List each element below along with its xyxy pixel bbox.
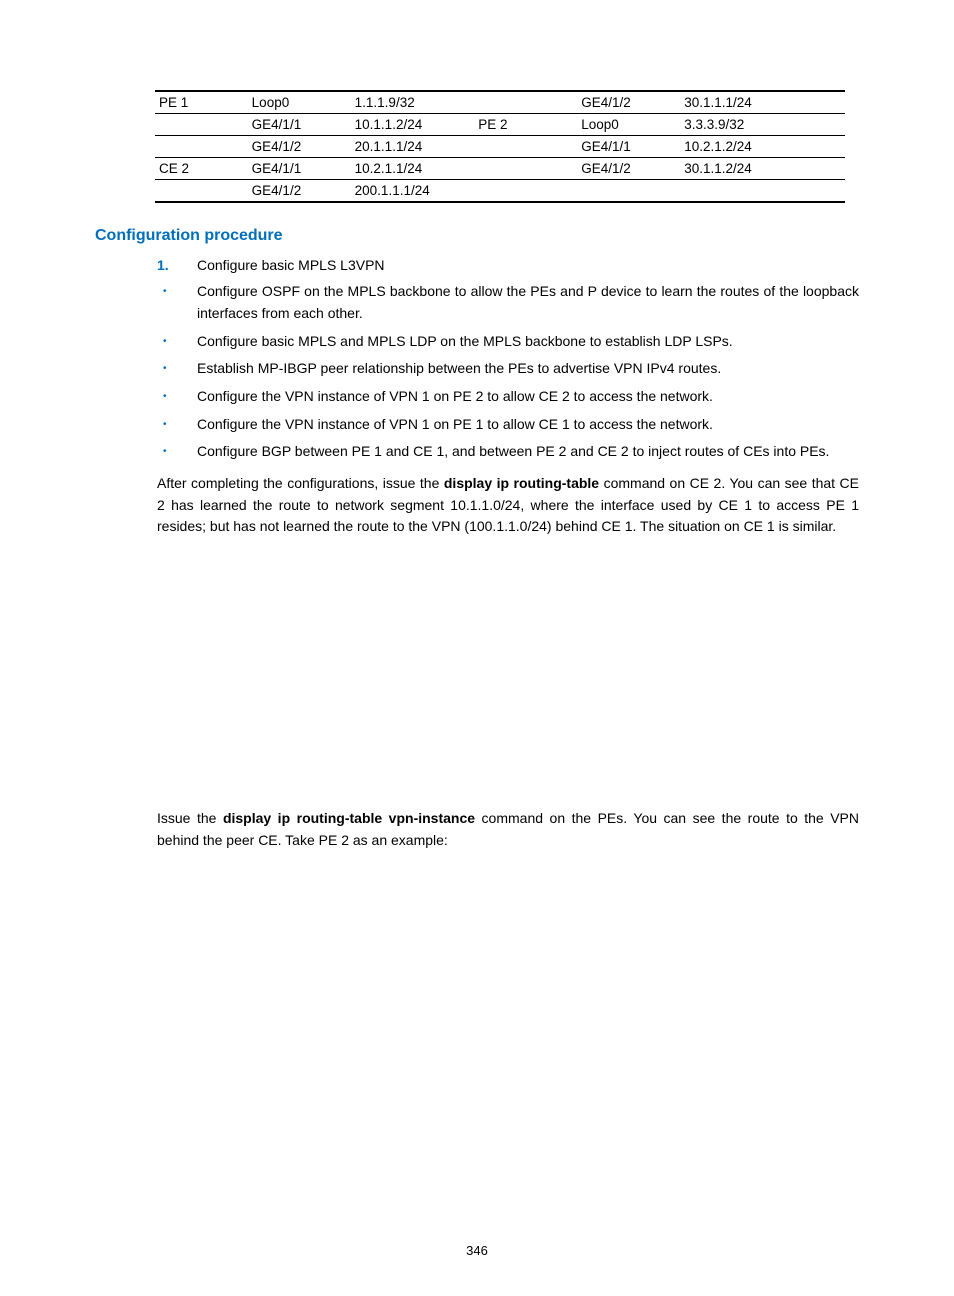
bullet-item: Configure the VPN instance of VPN 1 on P… <box>157 414 859 436</box>
numbered-steps: 1. Configure basic MPLS L3VPN <box>157 255 859 275</box>
table-cell <box>680 180 793 203</box>
table-cell <box>155 180 248 203</box>
table-cell: GE4/1/1 <box>577 136 680 158</box>
para1-pre: After completing the configurations, iss… <box>157 475 444 491</box>
table-cell <box>474 136 577 158</box>
step-item: 1. Configure basic MPLS L3VPN <box>157 255 859 275</box>
table-cell <box>155 136 248 158</box>
table-cell: 30.1.1.1/24 <box>680 91 793 114</box>
table-cell <box>474 158 577 180</box>
table-cell: 10.2.1.1/24 <box>351 158 475 180</box>
para2-cmd: display ip routing-table vpn-instance <box>223 810 475 826</box>
table-cell: 20.1.1.1/24 <box>351 136 475 158</box>
table-cell: 30.1.1.2/24 <box>680 158 793 180</box>
paragraph-2: Issue the display ip routing-table vpn-i… <box>157 808 859 851</box>
bullet-item: Configure BGP between PE 1 and CE 1, and… <box>157 441 859 463</box>
table-row: CE 2GE4/1/110.2.1.1/24 GE4/1/230.1.1.2/24 <box>155 158 845 180</box>
table-cell: 1.1.1.9/32 <box>351 91 475 114</box>
table-cell: GE4/1/1 <box>248 158 351 180</box>
page-number: 346 <box>0 1243 954 1258</box>
table-cell: 10.1.1.2/24 <box>351 114 475 136</box>
bullet-item: Configure the VPN instance of VPN 1 on P… <box>157 386 859 408</box>
step-text: Configure basic MPLS L3VPN <box>197 257 385 273</box>
table-cell: PE 2 <box>474 114 577 136</box>
paragraph-1: After completing the configurations, iss… <box>157 473 859 538</box>
bullet-item: Establish MP-IBGP peer relationship betw… <box>157 358 859 380</box>
table-cell: GE4/1/2 <box>577 91 680 114</box>
table-cell <box>577 180 680 203</box>
table-cell: PE 1 <box>155 91 248 114</box>
table-cell <box>155 114 248 136</box>
table-cell: GE4/1/2 <box>248 136 351 158</box>
table-row: GE4/1/220.1.1.1/24 GE4/1/110.2.1.2/24 <box>155 136 845 158</box>
para1-cmd: display ip routing-table <box>444 475 599 491</box>
table-cell: 200.1.1.1/24 <box>351 180 475 203</box>
table-cell: GE4/1/1 <box>248 114 351 136</box>
table-row: GE4/1/110.1.1.2/24PE 2Loop03.3.3.9/32 <box>155 114 845 136</box>
bullet-list: Configure OSPF on the MPLS backbone to a… <box>157 281 859 463</box>
table-cell: Loop0 <box>248 91 351 114</box>
section-heading: Configuration procedure <box>95 227 859 245</box>
bullet-item: Configure OSPF on the MPLS backbone to a… <box>157 281 859 324</box>
table-row: PE 1Loop01.1.1.9/32 GE4/1/230.1.1.1/24 <box>155 91 845 114</box>
table-cell: GE4/1/2 <box>577 158 680 180</box>
table-cell <box>474 91 577 114</box>
step-number: 1. <box>157 255 169 275</box>
table-row: GE4/1/2200.1.1.1/24 <box>155 180 845 203</box>
table-cell: 10.2.1.2/24 <box>680 136 793 158</box>
table-cell: CE 2 <box>155 158 248 180</box>
table-cell: 3.3.3.9/32 <box>680 114 793 136</box>
bullet-item: Configure basic MPLS and MPLS LDP on the… <box>157 331 859 353</box>
para2-pre: Issue the <box>157 810 223 826</box>
interface-table: PE 1Loop01.1.1.9/32GE4/1/230.1.1.1/24GE4… <box>155 90 845 203</box>
table-cell <box>474 180 577 203</box>
table-cell: GE4/1/2 <box>248 180 351 203</box>
table-cell: Loop0 <box>577 114 680 136</box>
